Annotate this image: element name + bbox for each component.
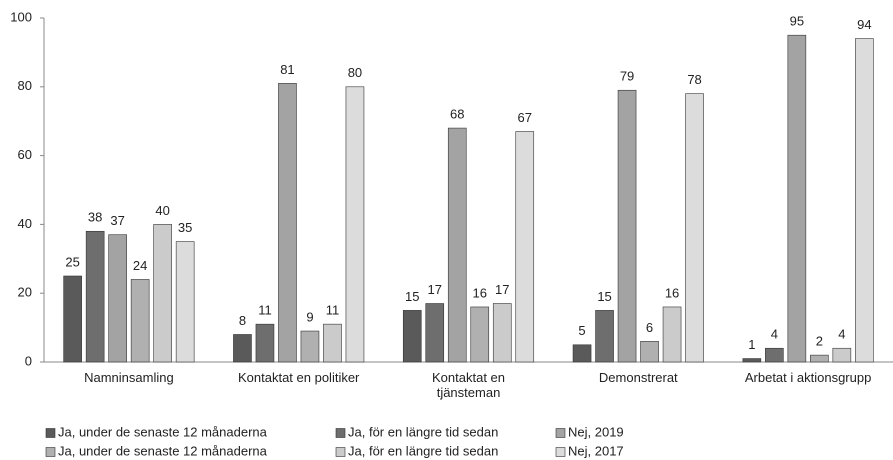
y-tick-label: 0 [25, 353, 32, 368]
bar [233, 334, 252, 363]
legend-label: Ja, under de senaste 12 månaderna [58, 443, 268, 458]
x-tick-label: Namninsamling [84, 370, 174, 385]
bar [742, 358, 762, 363]
y-tick-label: 40 [18, 216, 32, 231]
data-label: 95 [790, 14, 804, 29]
data-label: 11 [258, 303, 272, 318]
legend-swatch [335, 447, 346, 457]
bar [855, 38, 874, 363]
y-tick-label: 100 [10, 9, 32, 24]
bar [300, 330, 320, 363]
bar [447, 127, 467, 363]
bar [595, 310, 614, 363]
data-label: 1 [748, 337, 755, 352]
data-label: 15 [597, 289, 611, 304]
data-label: 2 [816, 334, 823, 349]
bar [108, 234, 127, 363]
bar [572, 344, 592, 363]
bar [832, 347, 852, 363]
y-tick-label: 80 [18, 78, 32, 93]
data-label: 25 [65, 254, 79, 269]
bar [153, 224, 172, 363]
data-label: 8 [239, 313, 246, 328]
bar [345, 86, 365, 363]
bar [130, 279, 150, 363]
x-tick-label-box: Demonstrerat [598, 370, 678, 385]
data-label: 67 [518, 110, 532, 125]
bar [63, 275, 82, 363]
legend-label: Nej, 2017 [568, 443, 624, 458]
y-tick-label: 60 [18, 147, 32, 162]
legend-label: Ja, för en längre tid sedan [348, 443, 498, 458]
bar [425, 303, 445, 363]
bar [255, 323, 275, 363]
data-label: 68 [450, 107, 464, 122]
bar [492, 303, 512, 363]
legend-swatch [335, 428, 346, 438]
data-label: 94 [857, 17, 871, 32]
legend-swatch [555, 428, 566, 438]
data-label: 81 [280, 62, 294, 77]
data-label: 6 [646, 320, 653, 335]
bar [470, 306, 490, 363]
bar [765, 347, 784, 363]
bar [278, 83, 297, 363]
legend-swatch [45, 447, 56, 457]
bar [640, 341, 659, 363]
data-label: 17 [428, 282, 442, 297]
bar [617, 89, 637, 363]
data-label: 38 [88, 210, 102, 225]
data-label: 16 [665, 285, 679, 300]
data-label: 11 [326, 303, 340, 318]
data-label: 15 [405, 289, 419, 304]
bar [685, 93, 704, 363]
data-label: 35 [178, 220, 192, 235]
data-label: 40 [155, 203, 169, 218]
bar [323, 323, 342, 363]
legend-swatch [45, 428, 56, 438]
data-label: 9 [306, 309, 313, 324]
data-label: 80 [348, 65, 362, 80]
y-tick-label: 20 [18, 285, 32, 300]
x-tick-label: Demonstrerat [598, 370, 678, 385]
data-label: 4 [771, 327, 778, 342]
bar [175, 241, 195, 363]
data-label: 78 [687, 72, 701, 87]
bar [85, 230, 105, 363]
legend-label: Ja, under de senaste 12 månaderna [58, 424, 268, 439]
legend-swatch [555, 447, 566, 457]
bar [787, 34, 807, 363]
x-tick-label-box: Kontaktat en politiker [237, 370, 360, 385]
data-label: 24 [133, 258, 147, 273]
x-tick-label: Kontaktat en tjänsteman [432, 370, 505, 400]
bar [810, 354, 829, 363]
data-label: 16 [473, 285, 487, 300]
data-label: 5 [578, 323, 585, 338]
legend-label: Nej, 2019 [568, 424, 624, 439]
x-tick-label: Arbetat i aktionsgrupp [744, 370, 872, 385]
bar [515, 131, 535, 363]
x-tick-label-box: Kontaktat en tjänsteman [432, 370, 505, 400]
data-label: 4 [838, 327, 845, 342]
x-tick-label: Kontaktat en politiker [237, 370, 360, 385]
data-label: 17 [495, 282, 509, 297]
data-label: 37 [110, 213, 124, 228]
x-tick-label-box: Arbetat i aktionsgrupp [744, 370, 872, 385]
legend-label: Ja, för en längre tid sedan [348, 424, 498, 439]
x-tick-label-box: Namninsamling [84, 370, 174, 385]
bar [662, 306, 682, 363]
data-label: 79 [620, 69, 634, 84]
bar [402, 310, 422, 363]
